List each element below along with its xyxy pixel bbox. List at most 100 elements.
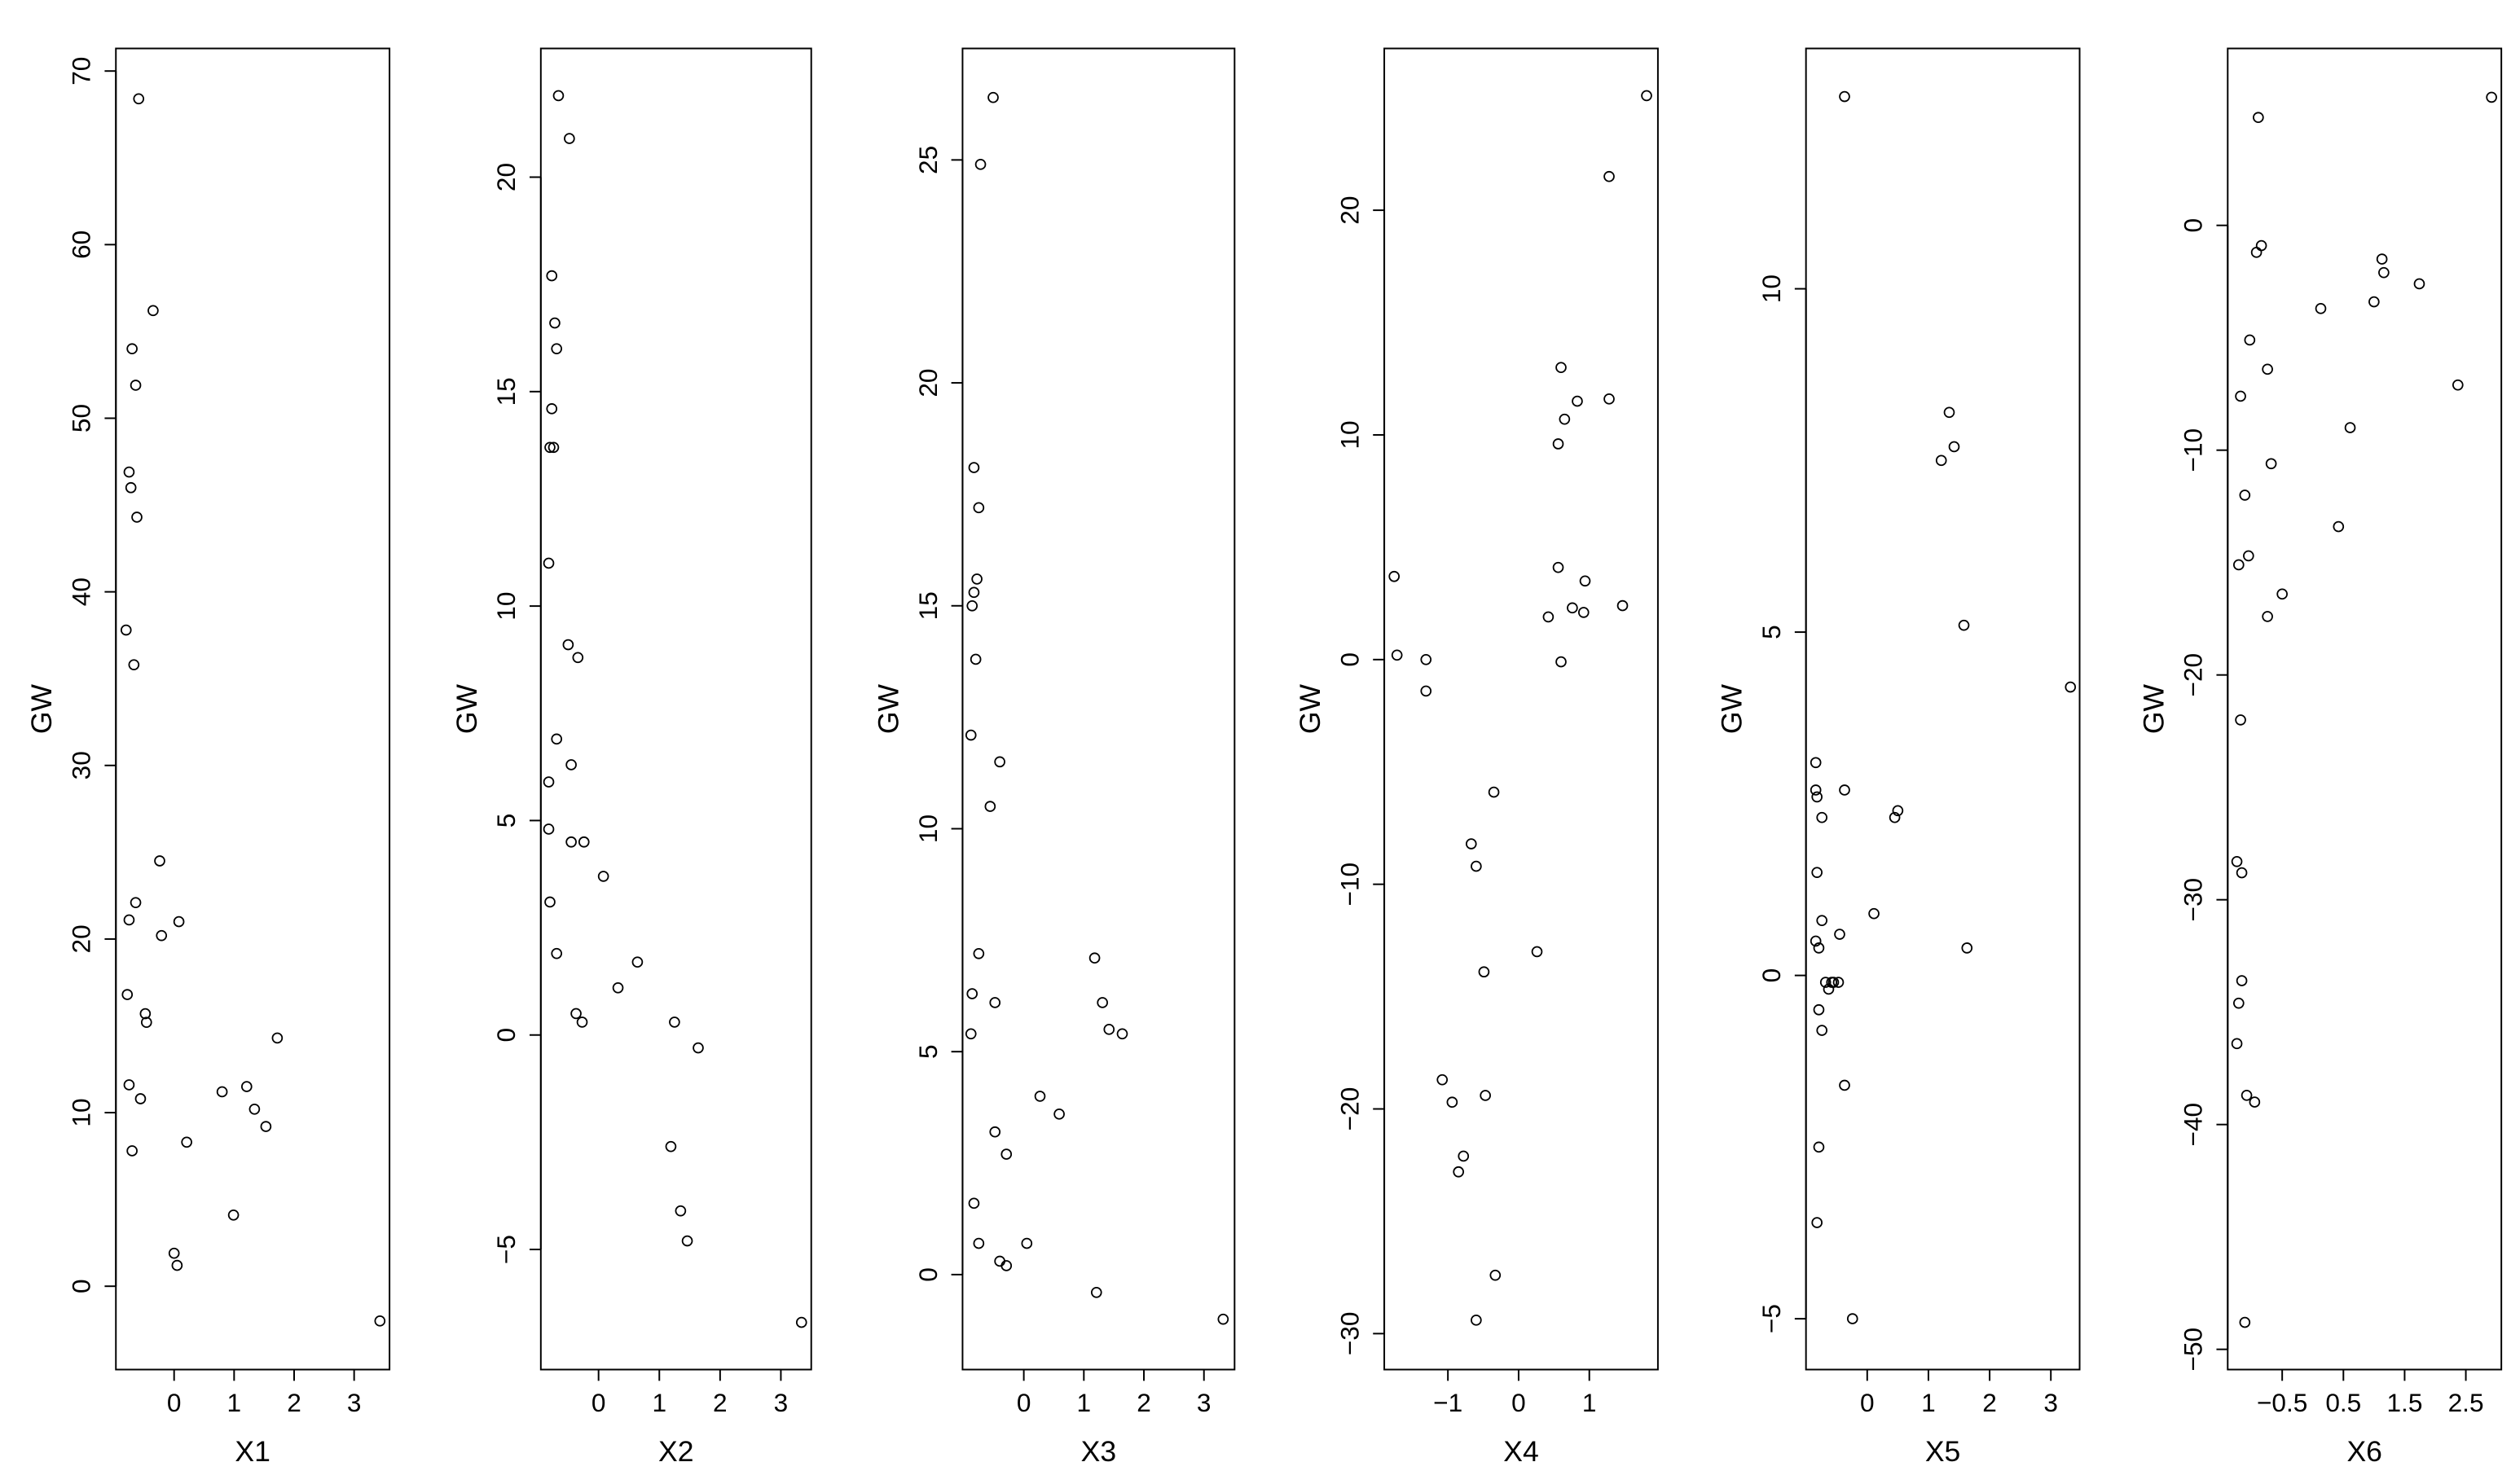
point	[987, 91, 999, 103]
point	[1555, 656, 1567, 668]
point	[134, 1093, 147, 1104]
point	[2231, 855, 2243, 867]
point	[2249, 1096, 2261, 1108]
y-tick-label: 50	[67, 404, 96, 432]
point	[1436, 1073, 1449, 1086]
point	[2239, 1316, 2251, 1328]
y-tick-label: 25	[913, 146, 943, 174]
point	[1465, 838, 1477, 850]
y-tick-label: 30	[67, 751, 96, 779]
x-tick-label: 2	[1137, 1388, 1151, 1417]
point	[2231, 1038, 2243, 1050]
point	[2236, 975, 2248, 986]
point	[1000, 1260, 1013, 1271]
point	[966, 599, 978, 612]
y-tick-label: 0	[2179, 218, 2208, 233]
y-tick-label: −30	[2179, 878, 2208, 922]
x-tick-label: 0.5	[2325, 1388, 2361, 1417]
point	[1567, 602, 1578, 614]
point	[547, 441, 560, 454]
point	[1832, 977, 1845, 988]
y-axis-label: GW	[25, 683, 58, 734]
point	[1471, 1314, 1482, 1326]
point	[974, 159, 987, 170]
x-axis-label: X3	[1081, 1435, 1116, 1468]
point	[1839, 90, 1850, 103]
point	[2239, 490, 2251, 501]
point	[2368, 296, 2380, 308]
point	[2265, 458, 2277, 470]
point	[1388, 570, 1401, 582]
point	[240, 1081, 253, 1092]
point	[1603, 170, 1615, 182]
point	[133, 93, 145, 105]
y-tick-label: 15	[491, 377, 521, 406]
point	[126, 1145, 138, 1157]
point	[1471, 860, 1482, 872]
point	[1889, 811, 1901, 823]
panel: −5 0 5 10 0 1 2 3 X5 GW	[1716, 47, 2081, 1468]
point	[1480, 1090, 1491, 1101]
x-tick-label: −1	[1433, 1388, 1462, 1417]
point	[2486, 91, 2497, 103]
point	[248, 1103, 261, 1115]
point	[612, 981, 624, 994]
point	[1813, 942, 1825, 954]
point	[994, 756, 1005, 768]
point	[2262, 363, 2273, 375]
point	[216, 1086, 228, 1098]
point	[2315, 303, 2327, 314]
x-tick-label: 1	[227, 1388, 242, 1417]
point	[1021, 1237, 1033, 1249]
point	[140, 1016, 152, 1029]
point	[966, 988, 978, 999]
y-axis-label: GW	[451, 683, 483, 734]
x-tick-label: 3	[1197, 1388, 1212, 1417]
x-tick-label: 0	[1017, 1388, 1031, 1417]
y-tick-label: 0	[67, 1279, 96, 1293]
point	[1834, 929, 1845, 940]
point	[1961, 942, 1973, 954]
point	[1943, 406, 1955, 419]
point	[2232, 997, 2245, 1009]
point	[1579, 575, 1591, 587]
point	[2333, 520, 2345, 533]
point	[1531, 946, 1543, 958]
point	[562, 639, 574, 651]
y-tick-label: −10	[1335, 863, 1364, 907]
x-tick-label: 0	[1511, 1388, 1526, 1417]
plot-frame	[1805, 47, 2081, 1371]
point	[1846, 1313, 1858, 1324]
point	[1811, 1217, 1823, 1228]
point	[576, 1016, 588, 1028]
y-tick-label: 20	[1335, 196, 1364, 225]
point	[551, 733, 563, 745]
point	[989, 1126, 1001, 1138]
y-tick-label: 0	[913, 1267, 943, 1282]
point	[2376, 253, 2388, 265]
point	[2344, 422, 2356, 433]
point	[572, 652, 584, 664]
point	[2065, 681, 2077, 693]
x-tick-label: 0	[1860, 1388, 1875, 1417]
point	[1816, 915, 1828, 926]
point	[551, 947, 563, 959]
x-tick-label: 2	[287, 1388, 301, 1417]
point	[971, 573, 983, 585]
point	[139, 1008, 152, 1020]
point	[970, 653, 982, 665]
point	[121, 989, 134, 1000]
point	[597, 871, 609, 882]
point	[1577, 607, 1590, 618]
point	[2241, 1089, 2253, 1101]
y-tick-label: 5	[491, 814, 521, 828]
y-tick-label: 10	[1335, 420, 1364, 449]
x-axis-label: X4	[1503, 1435, 1538, 1468]
point	[271, 1032, 284, 1044]
x-tick-label: 1.5	[2386, 1388, 2422, 1417]
point	[1813, 1003, 1825, 1016]
point	[1103, 1024, 1115, 1035]
x-axis-label: X6	[2346, 1435, 2381, 1468]
x-tick-label: 3	[347, 1388, 362, 1417]
point	[1478, 966, 1490, 978]
